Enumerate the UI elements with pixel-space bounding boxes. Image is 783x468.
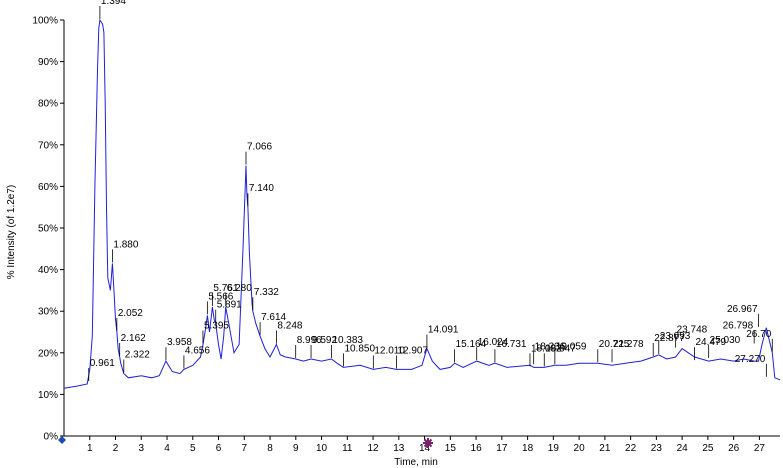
peak-label: 24.479 — [695, 337, 726, 348]
x-tick-label: 13 — [393, 443, 405, 454]
peak-label: 3.958 — [167, 337, 192, 348]
x-tick-label: 11 — [342, 443, 353, 454]
asterisk-marker-icon[interactable] — [423, 438, 433, 448]
x-tick-label: 21 — [599, 443, 611, 454]
x-tick-label: 2 — [113, 443, 119, 454]
peak-label: 16.024 — [478, 337, 509, 348]
x-tick-label: 10 — [316, 443, 328, 454]
peak-label: 18.236 — [535, 341, 566, 352]
y-marker-icon[interactable] — [58, 436, 66, 444]
peak-label: 8.248 — [277, 320, 302, 331]
peak-label: 21.278 — [613, 339, 644, 350]
peak-label: 7.140 — [249, 183, 274, 194]
peak-label: 12.907 — [397, 345, 428, 356]
y-tick-label: 70% — [38, 140, 58, 151]
peak-label: 7.066 — [247, 142, 272, 153]
peak-label: 10.383 — [332, 335, 363, 346]
peak-label: 16.731 — [496, 339, 527, 350]
x-tick-label: 16 — [471, 443, 483, 454]
peak-label: 19.059 — [556, 341, 587, 352]
peak-label: 23.748 — [677, 325, 708, 336]
x-tick-label: 17 — [496, 443, 508, 454]
x-axis: 1 2 3 4 5 6 7 8 9 10 11 12 13 14 15 16 17 18 19 20 21 22 23 24 2… — [64, 435, 780, 454]
x-axis-title: Time, min — [394, 457, 438, 468]
peak-label: 5.891 — [217, 300, 242, 311]
peak-label: 10.850 — [344, 343, 375, 354]
x-tick-label: 6 — [216, 443, 222, 454]
peak-label: 26.798 — [723, 320, 754, 331]
x-tick-label: 12 — [368, 443, 380, 454]
peak-label: 2.162 — [121, 333, 146, 344]
x-tick-label: 4 — [164, 443, 170, 454]
y-axis-title: % Intensity (of 1.2e7) — [6, 185, 17, 280]
x-tick-label: 7 — [242, 443, 248, 454]
y-tick-label: 0% — [44, 432, 59, 443]
peak-label: 1.394 — [101, 0, 126, 7]
peak-label: 22.877 — [654, 333, 685, 344]
y-tick-label: 80% — [38, 99, 58, 110]
peak-label: 12.010 — [374, 345, 405, 356]
y-tick-label: 90% — [38, 57, 58, 68]
x-tick-label: 27 — [754, 443, 766, 454]
peak-label: 5.395 — [204, 320, 229, 331]
peak-label: 14.091 — [428, 325, 459, 336]
x-tick-label: 8 — [267, 443, 273, 454]
y-tick-label: 60% — [38, 182, 58, 193]
y-tick-label: 20% — [38, 348, 58, 359]
peak-label: 15.164 — [456, 339, 487, 350]
x-tick-label: 19 — [548, 443, 560, 454]
x-tick-label: 22 — [625, 443, 637, 454]
x-tick-label: 5 — [190, 443, 196, 454]
peak-label: 7.332 — [254, 287, 279, 298]
x-tick-label: 24 — [677, 443, 689, 454]
peak-label: 18.647 — [545, 343, 576, 354]
y-tick-label: 100% — [32, 16, 58, 27]
x-tick-label: 26 — [728, 443, 740, 454]
peak-label: 6.280 — [227, 283, 252, 294]
peak-label: 9.592 — [312, 335, 337, 346]
peak-label: 18.092 — [531, 343, 562, 354]
x-tick-label: 20 — [574, 443, 586, 454]
x-tick-label: 18 — [522, 443, 534, 454]
x-tick-label: 1 — [87, 443, 93, 454]
peak-labels: 0.961 1.394 1.880 2.052 2.162 2.322 3.9584.656… — [88, 0, 773, 381]
peak-label: 1.880 — [113, 239, 138, 250]
peak-label: 5.566 — [208, 291, 233, 302]
x-tick-label: 25 — [702, 443, 714, 454]
x-tick-label: 15 — [445, 443, 457, 454]
peak-label: 26.967 — [727, 304, 758, 315]
peak-label: 25.030 — [710, 335, 741, 346]
intensity-trace-line — [63, 18, 781, 389]
x-tick-label: 14 — [419, 443, 431, 454]
peak-label: 2.052 — [118, 308, 143, 319]
peak-label: 0.961 — [90, 358, 115, 369]
y-tick-label: 40% — [38, 265, 58, 276]
peak-label: 27.270 — [735, 354, 766, 365]
y-tick-label: 10% — [38, 390, 58, 401]
peak-label: 4.656 — [185, 345, 210, 356]
peak-label: 20.725 — [599, 339, 630, 350]
peak-label: 8.996 — [297, 335, 322, 346]
peak-label: 26.70 — [746, 329, 771, 340]
peak-label: 2.322 — [125, 350, 150, 361]
y-tick-label: 50% — [38, 224, 58, 235]
x-tick-label: 3 — [138, 443, 144, 454]
x-tick-label: 23 — [651, 443, 663, 454]
x-tick-label: 9 — [293, 443, 299, 454]
peak-label: 7.614 — [261, 312, 286, 323]
peak-label: 5.761 — [213, 283, 238, 294]
y-tick-label: 30% — [38, 307, 58, 318]
y-axis: 0% 10% 20% 30% 40% 50% 60% 70% 80% 90% 100% — [32, 16, 65, 443]
